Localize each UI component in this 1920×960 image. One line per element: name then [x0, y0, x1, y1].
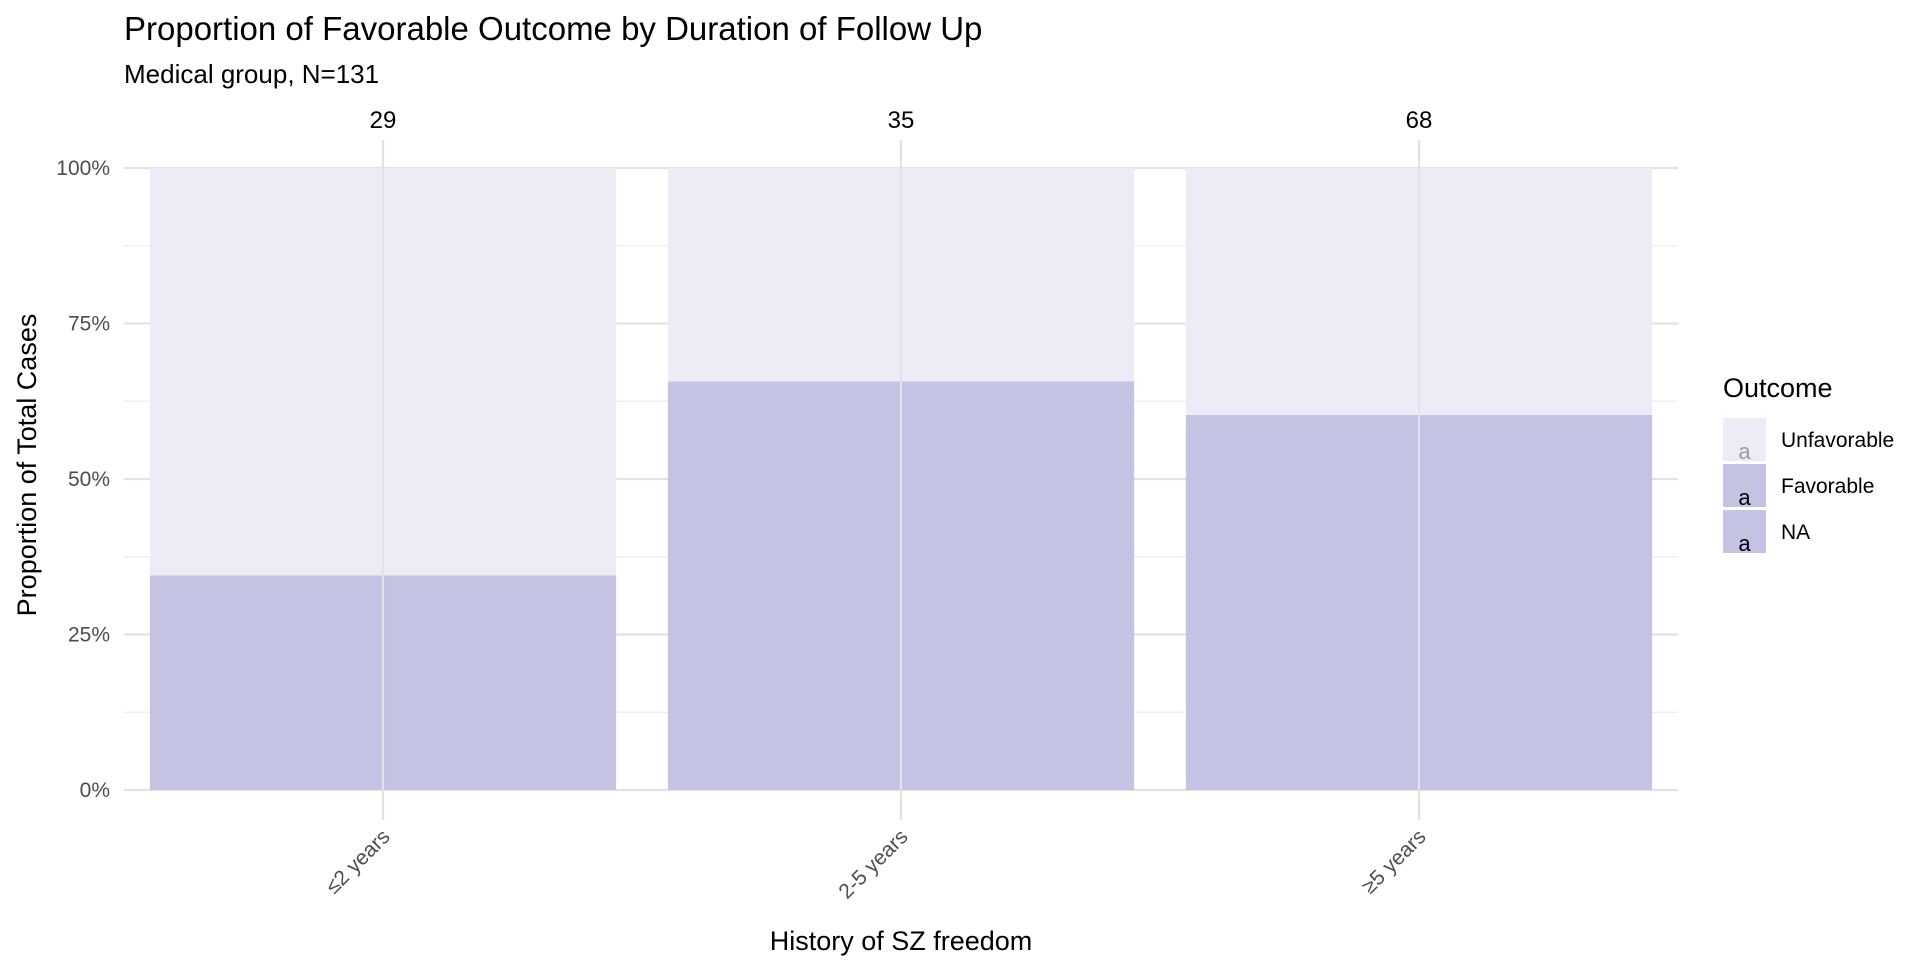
legend-key-glyph: a [1738, 531, 1751, 556]
legend-title: Outcome [1723, 373, 1833, 403]
legend: Outcome a Unfavorable a Favorable a NA [1723, 373, 1894, 556]
count-label: 68 [1406, 107, 1433, 134]
legend-key [1723, 418, 1766, 461]
y-tick-label: 75% [68, 313, 110, 336]
chart-title: Proportion of Favorable Outcome by Durat… [124, 10, 982, 47]
x-axis-ticks: ≤2 years 2-5 years ≥5 years [321, 825, 1430, 903]
vertical-grid [381, 140, 1421, 820]
legend-key-glyph: a [1738, 485, 1751, 510]
legend-label: Favorable [1781, 475, 1874, 498]
count-label: 35 [888, 107, 915, 134]
chart-subtitle: Medical group, N=131 [124, 59, 379, 89]
y-tick-label: 25% [68, 624, 110, 647]
x-tick-label: ≤2 years [321, 825, 394, 898]
y-tick-label: 0% [80, 779, 110, 802]
legend-key [1723, 510, 1766, 553]
legend-items: a Unfavorable a Favorable a NA [1723, 418, 1894, 556]
count-label: 29 [370, 107, 397, 134]
count-labels: 29 35 68 [370, 107, 1433, 134]
legend-item: a Unfavorable [1723, 418, 1894, 464]
x-tick-label: 2-5 years [834, 825, 912, 903]
y-axis-title: Proportion of Total Cases [12, 314, 42, 617]
legend-key-glyph: a [1738, 439, 1751, 464]
legend-item: a NA [1723, 510, 1810, 556]
y-tick-label: 100% [56, 157, 110, 180]
y-tick-label: 50% [68, 468, 110, 491]
x-axis-title: History of SZ freedom [770, 926, 1033, 956]
legend-label: Unfavorable [1781, 429, 1894, 452]
legend-item: a Favorable [1723, 464, 1874, 510]
legend-label: NA [1781, 521, 1810, 544]
x-tick-label: ≥5 years [1357, 825, 1430, 898]
legend-key [1723, 464, 1766, 507]
y-axis-ticks: 0% 25% 50% 75% 100% [56, 157, 110, 802]
